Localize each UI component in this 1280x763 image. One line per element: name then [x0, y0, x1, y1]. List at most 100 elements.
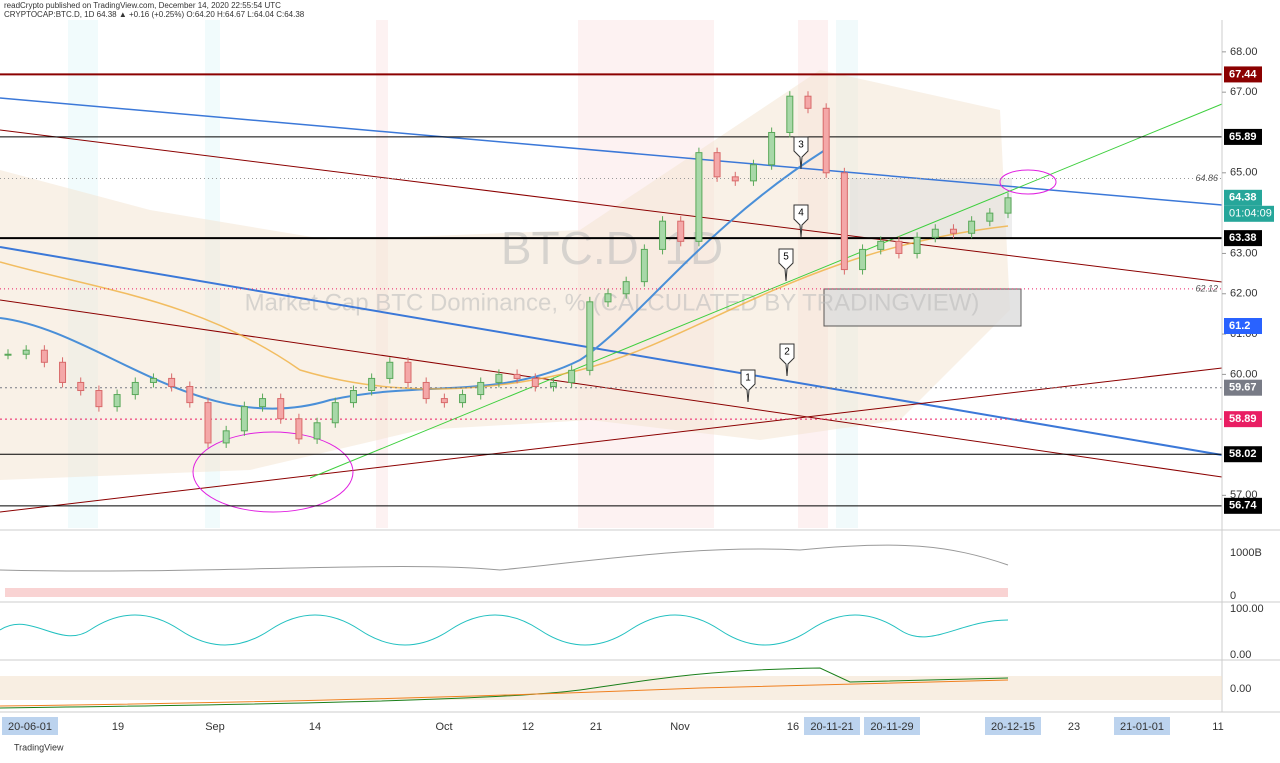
price-levels [0, 73, 1222, 507]
price-label: 58.02 [1229, 448, 1257, 460]
x-tick-label: 21 [590, 721, 602, 733]
candle [331, 402, 339, 424]
price-label: 58.89 [1229, 413, 1257, 425]
candle [349, 390, 357, 404]
price-label: 59.67 [1229, 382, 1257, 394]
price-label: 61.2 [1229, 320, 1250, 332]
candle [77, 381, 85, 392]
candle [731, 176, 739, 182]
trend-line [0, 667, 1009, 709]
price-label-box [1224, 446, 1262, 463]
x-tick-label: 20-06-01 [8, 721, 52, 733]
x-tick-label: 16 [787, 721, 799, 733]
cloud [0, 70, 1010, 480]
x-tick-label: 20-11-29 [870, 721, 913, 733]
candle [768, 131, 776, 166]
price-label-box [1224, 230, 1262, 247]
candles [4, 91, 1012, 448]
pane-tick-label: 1000B [1230, 547, 1262, 559]
price-label-box [1224, 66, 1262, 83]
pane-tick-label: 0.00 [1230, 649, 1251, 661]
candle [477, 381, 485, 396]
publish-info: readCrypto published on TradingView.com,… [4, 1, 281, 10]
date-label-box [985, 717, 1041, 735]
price-label-box [1224, 318, 1262, 335]
callouts: 1 2 3 4 5 [740, 136, 809, 403]
candle [859, 248, 867, 271]
candle [913, 236, 921, 254]
pane-tick-label: 0.00 [1230, 683, 1251, 695]
candle [149, 377, 157, 383]
candle [240, 406, 248, 432]
callout [779, 343, 795, 377]
candle [531, 377, 539, 387]
callout-label: 4 [798, 208, 804, 219]
candle [131, 381, 139, 396]
y-tick-label: 60.00 [1230, 368, 1258, 380]
y-tick-label: 65.00 [1230, 167, 1258, 179]
price-label-box [1224, 128, 1262, 145]
candle [786, 95, 794, 133]
price-label: 56.74 [1229, 500, 1257, 512]
candle [4, 353, 12, 356]
pane-tick-label: 0 [1230, 590, 1236, 602]
candle [277, 398, 285, 420]
candle [713, 152, 721, 178]
box [823, 288, 1022, 327]
candle [186, 385, 194, 404]
callout [793, 204, 809, 238]
candle [495, 373, 503, 383]
watermark-description: Market Cap BTC Dominance, % (CALCULATED … [245, 289, 980, 316]
price-label-box [1224, 189, 1262, 206]
candle [222, 430, 230, 444]
callout-label: 1 [745, 373, 751, 384]
callout [793, 136, 809, 170]
candle [1004, 197, 1012, 214]
candle [513, 373, 521, 379]
symbol-info: CRYPTOCAP:BTC.D, 1D 64.38 ▲ +0.16 (+0.25… [4, 10, 305, 19]
pane-tick-label: 100.00 [1230, 603, 1264, 615]
price-label-box [1224, 379, 1262, 396]
candle [804, 95, 812, 109]
y-tick-label: 62.00 [1230, 288, 1258, 300]
candle [586, 301, 594, 371]
x-tick-label: 21-01-01 [1120, 721, 1164, 733]
x-tick-label: 20-12-15 [991, 721, 1035, 733]
candle [368, 377, 376, 392]
candle [604, 293, 612, 303]
x-tick-label: 11 [1212, 721, 1223, 733]
candle [895, 240, 903, 254]
callout [740, 369, 756, 403]
candle [659, 220, 667, 250]
candle [422, 381, 430, 400]
candle [640, 248, 648, 283]
trend-line-2 [0, 679, 1009, 707]
candle [986, 212, 994, 222]
countdown-box [1224, 205, 1274, 222]
volume-band [0, 544, 1009, 572]
countdown: 01:04:09 [1229, 208, 1272, 220]
callout-label: 5 [783, 252, 789, 263]
candle [622, 281, 630, 295]
candle [677, 220, 685, 242]
price-label-box [1224, 497, 1262, 514]
note-label: 64.86 [1195, 173, 1218, 183]
candle [549, 381, 557, 387]
candle [59, 361, 67, 383]
candle [968, 220, 976, 234]
watermark: BTC.D, 1D Market Cap BTC Dominance, % (C… [245, 222, 980, 316]
callout [778, 248, 794, 282]
candle [949, 228, 957, 234]
candle [840, 172, 848, 271]
candle [568, 369, 576, 383]
x-tick-label: 12 [522, 721, 534, 733]
price-axis: 68.0067.0065.0063.0062.0061.0060.0057.00… [1195, 46, 1274, 514]
price-label: 63.38 [1229, 232, 1257, 244]
watermark-symbol: BTC.D, 1D [501, 222, 723, 274]
y-tick-label: 67.00 [1230, 86, 1258, 98]
time-axis: 20-06-01 19 Sep 14 Oct 12 21 Nov 16 20-11-21 20-11… [2, 717, 1224, 735]
range-box [850, 178, 1012, 238]
